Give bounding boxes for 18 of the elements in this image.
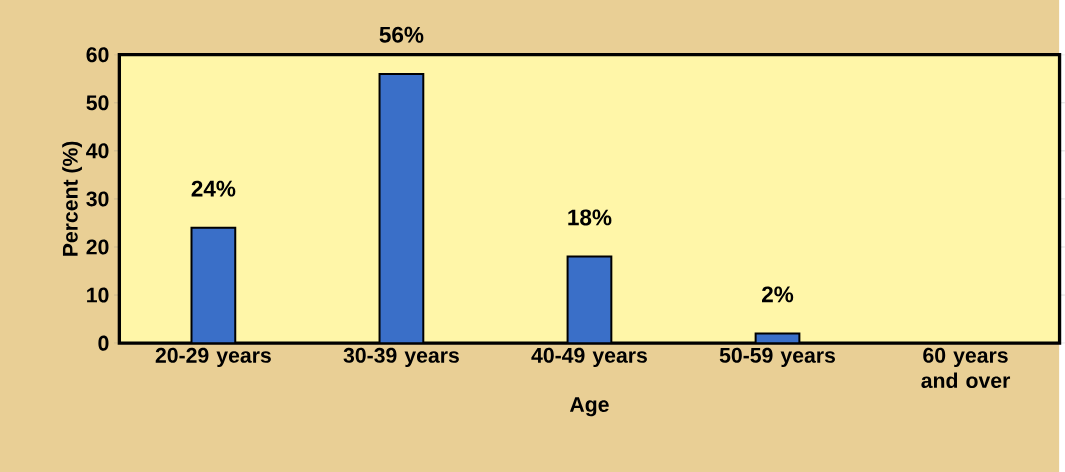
y-tick-label: 60 [86, 47, 109, 63]
y-tick-label: 10 [87, 287, 109, 303]
x-tick-label: 60 years and over [921, 347, 1011, 388]
x-tick-label: 40-49 years [531, 347, 647, 367]
y-tick-label: 50 [86, 95, 109, 111]
data-label: 2% [762, 286, 794, 303]
data-label: 18% [568, 209, 612, 226]
data-label: 24% [191, 180, 236, 197]
y-tick-label: 0 [98, 335, 109, 351]
y-tick-label: 20 [86, 239, 109, 255]
x-tick-label: 20-29 years [155, 347, 271, 367]
x-tick-label: 50-59 years [719, 347, 835, 367]
x-tick-label: 30-39 years [343, 347, 459, 367]
x-axis-title: Age [569, 396, 609, 417]
y-tick-label: 30 [86, 191, 109, 207]
y-tick-label: 40 [86, 143, 109, 159]
y-axis-title: Percent (%) [62, 141, 82, 256]
data-label: 56% [379, 26, 424, 43]
